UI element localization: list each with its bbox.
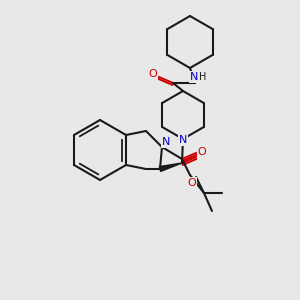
Text: N: N (162, 137, 170, 147)
Text: O: O (148, 69, 158, 79)
Text: O: O (188, 178, 196, 188)
Polygon shape (159, 163, 182, 171)
Text: O: O (198, 147, 206, 157)
Text: N: N (190, 72, 198, 82)
Text: H: H (199, 72, 207, 82)
Text: O: O (198, 150, 206, 160)
Text: N: N (179, 135, 187, 145)
